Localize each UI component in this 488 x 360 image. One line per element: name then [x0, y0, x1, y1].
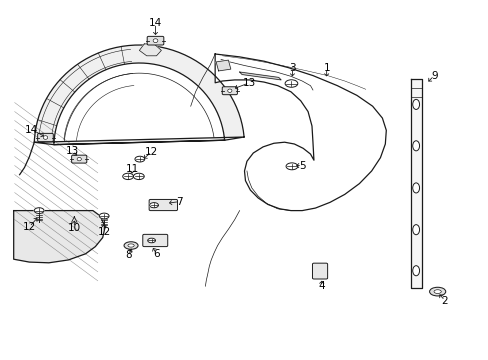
FancyBboxPatch shape — [142, 234, 167, 247]
FancyBboxPatch shape — [38, 133, 53, 141]
Ellipse shape — [412, 225, 419, 235]
Text: 1: 1 — [323, 63, 329, 73]
Polygon shape — [410, 79, 421, 288]
Text: 12: 12 — [97, 227, 111, 237]
Text: 4: 4 — [318, 281, 325, 291]
Ellipse shape — [412, 183, 419, 193]
Text: 11: 11 — [125, 164, 139, 174]
FancyBboxPatch shape — [312, 263, 327, 279]
Ellipse shape — [135, 156, 144, 162]
Ellipse shape — [412, 99, 419, 109]
Ellipse shape — [227, 89, 231, 93]
Text: 9: 9 — [430, 71, 437, 81]
Ellipse shape — [285, 80, 297, 87]
Polygon shape — [239, 72, 281, 80]
Text: 7: 7 — [176, 197, 183, 207]
Text: 10: 10 — [68, 222, 81, 233]
Ellipse shape — [34, 208, 44, 213]
Ellipse shape — [412, 266, 419, 276]
Ellipse shape — [428, 287, 445, 296]
Text: 14: 14 — [25, 125, 39, 135]
Text: 2: 2 — [441, 296, 447, 306]
Ellipse shape — [124, 242, 138, 249]
Text: 6: 6 — [153, 249, 160, 259]
Ellipse shape — [285, 163, 297, 170]
Polygon shape — [34, 45, 244, 145]
Polygon shape — [139, 44, 161, 56]
FancyBboxPatch shape — [149, 199, 177, 211]
Ellipse shape — [147, 238, 155, 243]
FancyBboxPatch shape — [71, 155, 87, 163]
Polygon shape — [215, 54, 386, 211]
FancyBboxPatch shape — [147, 36, 163, 45]
Ellipse shape — [77, 157, 81, 161]
Text: 13: 13 — [242, 78, 256, 88]
Text: 12: 12 — [144, 147, 158, 157]
FancyBboxPatch shape — [222, 87, 237, 95]
Text: 12: 12 — [22, 222, 36, 232]
Ellipse shape — [99, 213, 109, 219]
Ellipse shape — [412, 141, 419, 151]
Text: 14: 14 — [148, 18, 162, 28]
Ellipse shape — [127, 244, 134, 247]
Text: 3: 3 — [288, 63, 295, 73]
Ellipse shape — [149, 203, 158, 208]
Ellipse shape — [153, 39, 158, 42]
Ellipse shape — [133, 173, 144, 180]
Polygon shape — [14, 211, 105, 263]
Ellipse shape — [43, 136, 48, 139]
Text: 13: 13 — [65, 146, 79, 156]
Text: 5: 5 — [298, 161, 305, 171]
Polygon shape — [216, 60, 230, 71]
Ellipse shape — [433, 290, 441, 293]
Ellipse shape — [122, 173, 133, 180]
Text: 8: 8 — [124, 250, 131, 260]
